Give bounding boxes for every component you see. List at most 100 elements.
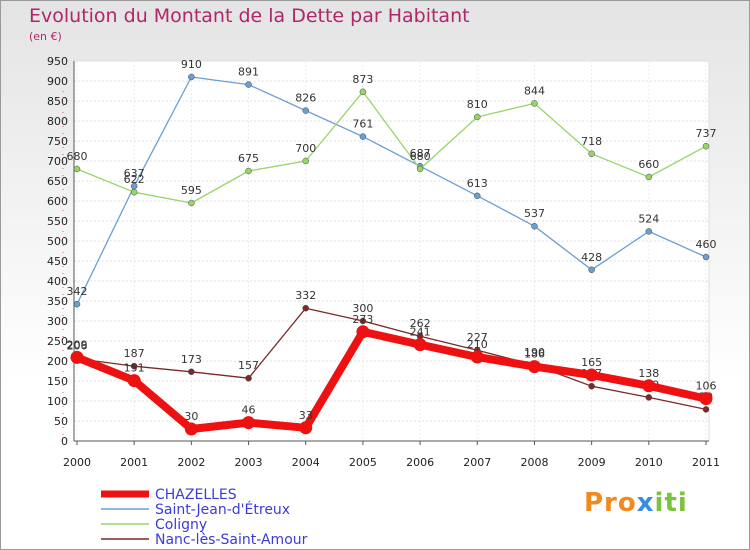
data-label: 300 bbox=[352, 302, 373, 315]
y-tick-label: 750 bbox=[47, 135, 68, 148]
data-label: 637 bbox=[124, 167, 145, 180]
data-point bbox=[356, 325, 370, 339]
legend-label: Coligny bbox=[155, 517, 207, 533]
y-tick-label: 950 bbox=[47, 55, 68, 68]
data-point bbox=[130, 362, 138, 370]
y-tick-label: 900 bbox=[47, 75, 68, 88]
y-tick-label: 450 bbox=[47, 255, 68, 268]
data-label: 891 bbox=[238, 66, 259, 79]
data-label: 613 bbox=[467, 177, 488, 190]
data-label: 675 bbox=[238, 152, 259, 165]
series-line bbox=[75, 327, 707, 433]
y-tick-label: 200 bbox=[47, 355, 68, 368]
data-label: 737 bbox=[696, 127, 717, 140]
y-tick-label: 100 bbox=[47, 395, 68, 408]
data-label: 761 bbox=[352, 118, 373, 131]
data-point bbox=[73, 165, 81, 173]
data-point bbox=[645, 228, 653, 235]
data-label: 718 bbox=[581, 135, 602, 148]
data-label: 826 bbox=[295, 92, 316, 105]
data-label: 595 bbox=[181, 184, 202, 197]
data-label: 227 bbox=[467, 331, 488, 344]
data-point bbox=[474, 192, 481, 200]
data-point bbox=[531, 100, 538, 107]
data-point bbox=[302, 304, 309, 312]
x-tick-label: 2011 bbox=[692, 456, 720, 469]
data-point bbox=[588, 382, 595, 390]
data-label: 342 bbox=[67, 285, 88, 298]
x-tick-label: 2010 bbox=[635, 456, 663, 469]
x-tick-label: 2001 bbox=[120, 456, 148, 469]
x-tick-label: 2003 bbox=[235, 456, 263, 469]
y-tick-label: 0 bbox=[61, 435, 68, 448]
x-tick-label: 2005 bbox=[349, 456, 377, 469]
data-point bbox=[70, 350, 84, 364]
data-point bbox=[302, 157, 309, 165]
y-tick-label: 550 bbox=[47, 215, 68, 228]
data-label: 106 bbox=[696, 380, 717, 393]
data-label: 844 bbox=[524, 84, 545, 97]
x-tick-label: 2004 bbox=[292, 456, 320, 469]
proxiti-logo: Proxiti bbox=[584, 488, 688, 518]
data-label: 524 bbox=[638, 212, 659, 225]
x-tick-label: 2006 bbox=[406, 456, 434, 469]
data-point bbox=[359, 133, 367, 140]
y-tick-label: 400 bbox=[47, 275, 68, 288]
data-point bbox=[531, 222, 538, 230]
data-point bbox=[188, 73, 195, 81]
data-label: 910 bbox=[181, 58, 202, 71]
data-point bbox=[642, 379, 656, 393]
y-tick-label: 850 bbox=[47, 95, 68, 108]
data-label: 680 bbox=[67, 150, 88, 163]
series-line bbox=[76, 307, 707, 411]
y-tick-label: 250 bbox=[47, 335, 68, 348]
data-point bbox=[188, 199, 195, 207]
data-label: 537 bbox=[524, 207, 545, 220]
data-label: 206 bbox=[67, 340, 88, 353]
data-point bbox=[359, 88, 367, 96]
data-label: 151 bbox=[124, 362, 145, 375]
data-point bbox=[73, 300, 81, 308]
legend-label: CHAZELLES bbox=[155, 487, 237, 503]
series-line bbox=[76, 91, 707, 204]
data-point bbox=[645, 173, 653, 181]
y-tick-label: 150 bbox=[47, 375, 68, 388]
chart-title: Evolution du Montant de la Dette par Hab… bbox=[29, 5, 470, 27]
data-point bbox=[416, 165, 424, 173]
data-point bbox=[130, 188, 138, 196]
chart-subtitle: (en €) bbox=[29, 30, 62, 43]
data-label: 187 bbox=[124, 347, 145, 360]
data-label: 241 bbox=[410, 326, 431, 339]
data-point bbox=[188, 368, 195, 376]
y-tick-label: 700 bbox=[47, 155, 68, 168]
data-label: 186 bbox=[524, 348, 545, 361]
y-tick-label: 800 bbox=[47, 115, 68, 128]
data-point bbox=[470, 350, 484, 364]
y-tick-label: 500 bbox=[47, 235, 68, 248]
x-tick-label: 2000 bbox=[63, 456, 91, 469]
y-tick-label: 600 bbox=[47, 195, 68, 208]
data-point bbox=[242, 416, 256, 430]
data-label: 810 bbox=[467, 98, 488, 111]
data-point bbox=[699, 392, 713, 406]
x-tick-label: 2009 bbox=[578, 456, 606, 469]
data-label: 687 bbox=[410, 147, 431, 160]
data-label: 680 bbox=[410, 150, 431, 163]
x-tick-label: 2007 bbox=[463, 456, 491, 469]
data-label: 157 bbox=[238, 359, 259, 372]
data-label: 210 bbox=[467, 338, 488, 351]
series-line bbox=[76, 76, 707, 305]
data-point bbox=[302, 107, 309, 114]
data-point bbox=[299, 421, 313, 435]
data-label: 332 bbox=[295, 289, 316, 302]
data-point bbox=[588, 266, 595, 274]
data-point bbox=[527, 360, 541, 374]
data-label: 173 bbox=[181, 353, 202, 366]
legend-label: Saint-Jean-d'Étreux bbox=[155, 501, 290, 518]
data-point bbox=[702, 406, 710, 413]
data-label: 138 bbox=[638, 367, 659, 380]
y-tick-label: 50 bbox=[54, 415, 68, 428]
data-label: 660 bbox=[638, 158, 659, 171]
